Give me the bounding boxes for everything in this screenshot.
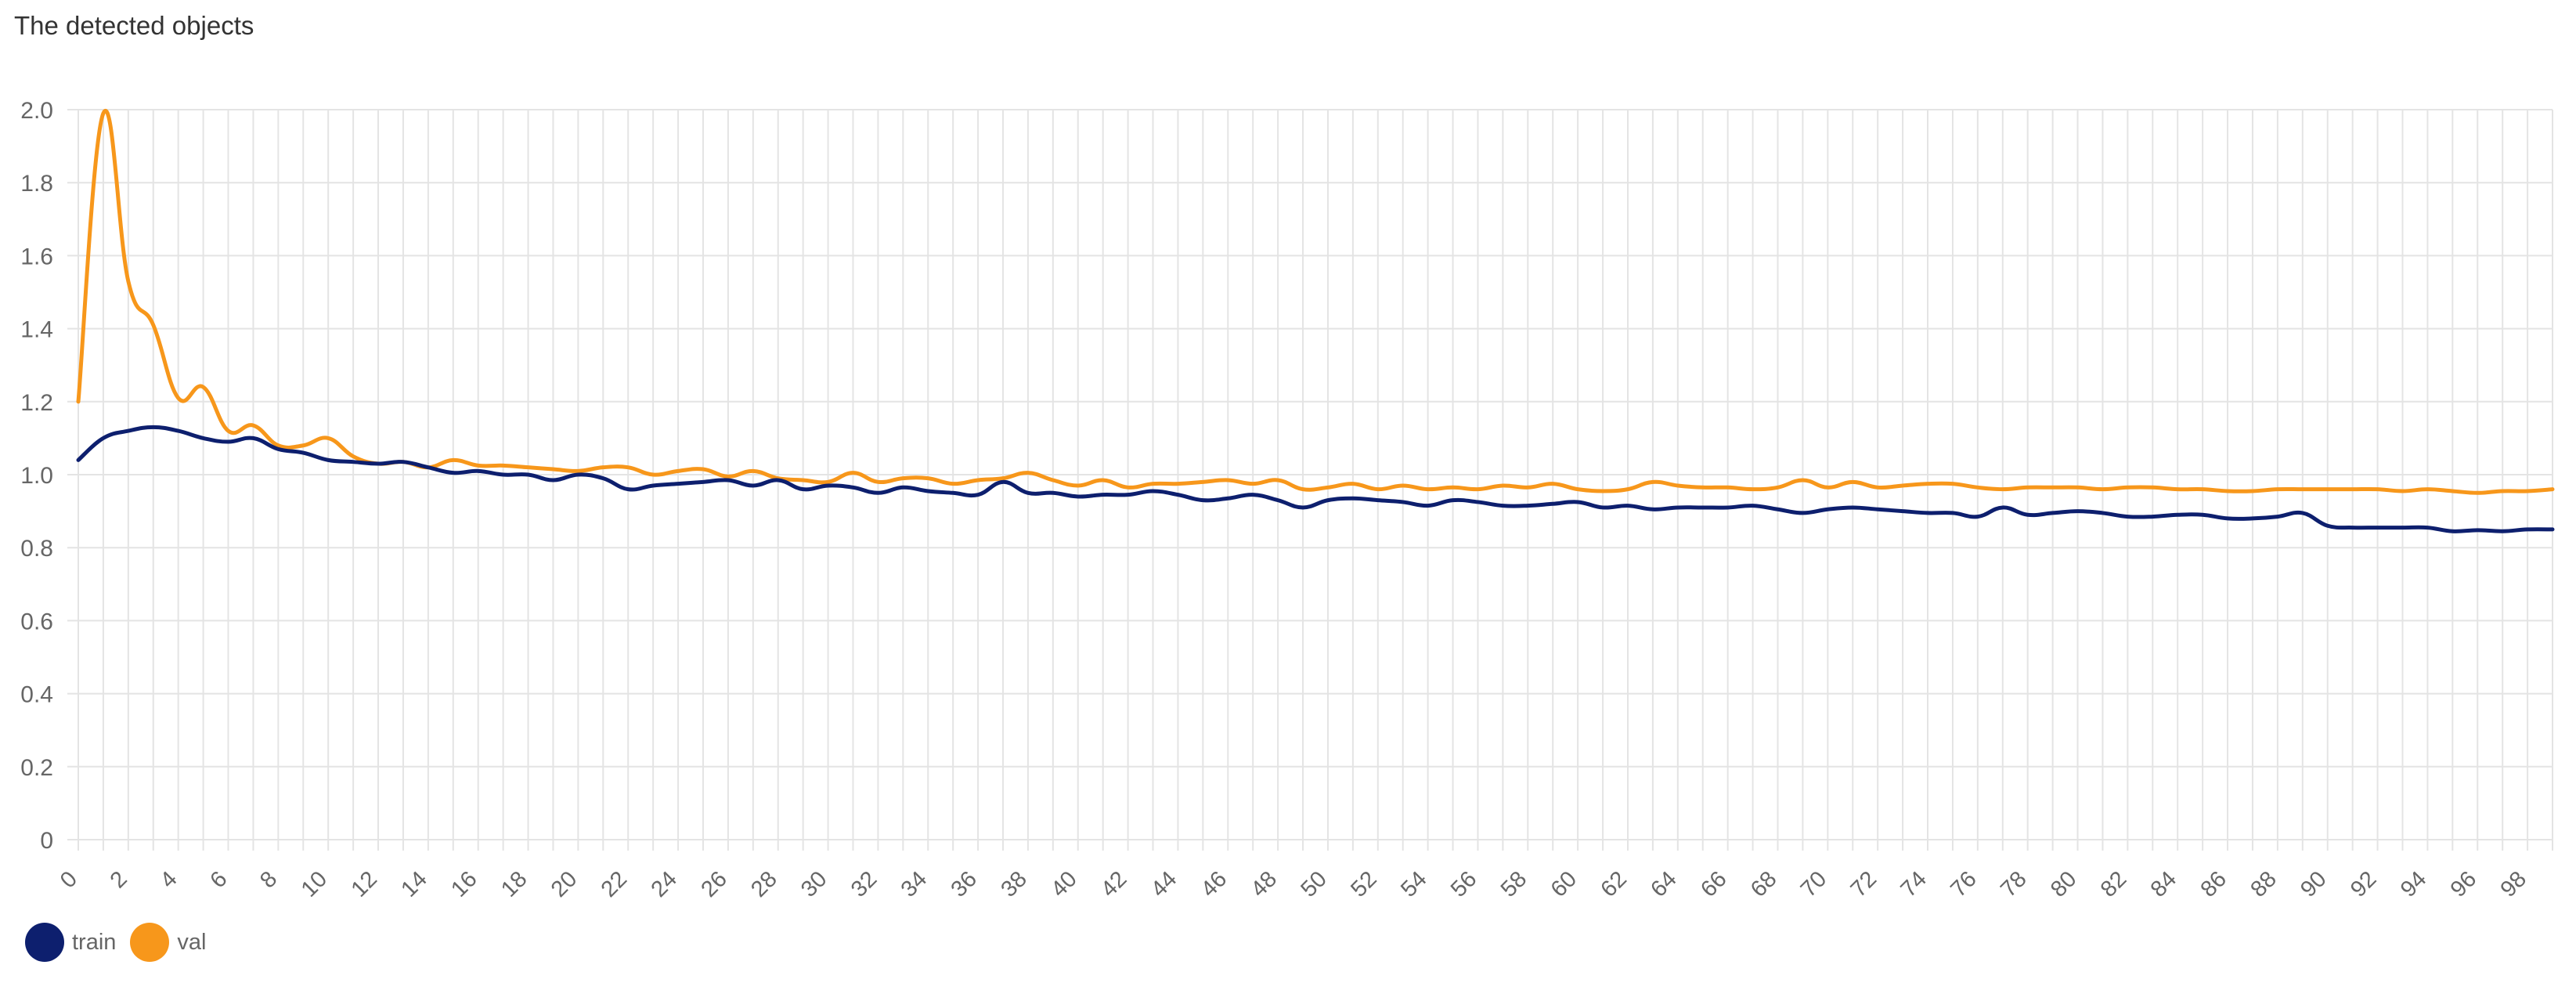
y-tick-label: 1.8 xyxy=(20,171,53,197)
x-tick-label: 84 xyxy=(2146,866,2181,901)
y-tick-label: 1.0 xyxy=(20,463,53,489)
legend-item-train[interactable]: train xyxy=(25,923,116,962)
x-tick-label: 46 xyxy=(1196,866,1232,901)
series-line-train xyxy=(76,425,2555,533)
x-tick-label: 36 xyxy=(947,866,982,901)
legend-label-val: val xyxy=(177,929,207,955)
x-tick-label: 92 xyxy=(2346,866,2381,901)
x-tick-label: 66 xyxy=(1696,866,1731,901)
x-tick-label: 8 xyxy=(255,866,282,893)
y-tick-label: 2.0 xyxy=(20,98,53,124)
x-tick-label: 56 xyxy=(1446,866,1481,901)
y-tick-label: 1.2 xyxy=(20,390,53,416)
y-tick-label: 1.4 xyxy=(20,317,53,343)
x-tick-label: 44 xyxy=(1146,866,1182,901)
x-tick-label: 18 xyxy=(496,866,532,901)
x-tick-label: 62 xyxy=(1596,866,1631,901)
x-tick-label: 20 xyxy=(547,866,582,901)
x-tick-label: 26 xyxy=(696,866,731,901)
x-tick-label: 98 xyxy=(2496,866,2531,901)
legend-swatch-val xyxy=(130,923,170,962)
x-tick-label: 70 xyxy=(1796,866,1831,901)
line-chart: 00.20.40.60.81.01.21.41.61.82.00 2 4 6 8 10 12… xyxy=(20,98,2555,901)
grid-layer xyxy=(67,109,2553,851)
y-tick-label: 0.6 xyxy=(20,609,53,634)
x-tick-label: 50 xyxy=(1296,866,1331,901)
x-tick-label: 6 xyxy=(205,866,232,893)
x-tick-label: 52 xyxy=(1346,866,1381,901)
x-tick-label: 28 xyxy=(746,866,781,901)
x-tick-label: 74 xyxy=(1896,866,1932,901)
legend: train val xyxy=(25,923,221,962)
x-tick-label: 38 xyxy=(996,866,1031,901)
x-tick-label: 60 xyxy=(1546,866,1582,901)
x-tick-label: 54 xyxy=(1396,866,1431,901)
x-tick-label: 30 xyxy=(796,866,832,901)
x-tick-label: 34 xyxy=(897,866,932,901)
x-tick-label: 12 xyxy=(347,866,382,901)
x-tick-label: 82 xyxy=(2096,866,2131,901)
x-tick-label: 94 xyxy=(2396,866,2431,901)
y-tick-label: 0.4 xyxy=(20,682,53,708)
x-tick-label: 68 xyxy=(1746,866,1781,901)
legend-swatch-train xyxy=(25,923,64,962)
x-tick-label: 76 xyxy=(1946,866,1981,901)
legend-item-val[interactable]: val xyxy=(130,923,207,962)
x-tick-label: 40 xyxy=(1046,866,1081,901)
x-tick-label: 48 xyxy=(1247,866,1282,901)
x-tick-label: 72 xyxy=(1846,866,1881,901)
series-line-val xyxy=(76,108,2555,495)
x-tick-label: 80 xyxy=(2046,866,2081,901)
x-tick-label: 0 xyxy=(56,866,82,893)
x-tick-label: 16 xyxy=(446,866,482,901)
x-tick-label: 58 xyxy=(1496,866,1532,901)
x-tick-label: 32 xyxy=(846,866,882,901)
x-tick-label: 4 xyxy=(156,866,182,893)
x-tick-label: 78 xyxy=(1996,866,2031,901)
chart-title: The detected objects xyxy=(14,11,254,40)
x-tick-label: 2 xyxy=(106,866,132,893)
y-tick-label: 1.6 xyxy=(20,244,53,269)
x-tick-label: 22 xyxy=(597,866,632,901)
x-tick-label: 14 xyxy=(396,866,431,901)
y-tick-label: 0.8 xyxy=(20,536,53,562)
y-tick-label: 0.2 xyxy=(20,755,53,781)
x-tick-label: 10 xyxy=(297,866,332,901)
x-tick-label: 90 xyxy=(2296,866,2331,901)
x-tick-label: 24 xyxy=(647,866,682,901)
x-tick-label: 88 xyxy=(2246,866,2281,901)
x-tick-label: 64 xyxy=(1646,866,1681,901)
x-tick-label: 96 xyxy=(2446,866,2481,901)
series-layer xyxy=(76,108,2555,533)
x-tick-label: 42 xyxy=(1096,866,1131,901)
legend-label-train: train xyxy=(72,929,117,955)
x-tick-label: 86 xyxy=(2196,866,2231,901)
y-tick-label: 0 xyxy=(40,828,53,854)
